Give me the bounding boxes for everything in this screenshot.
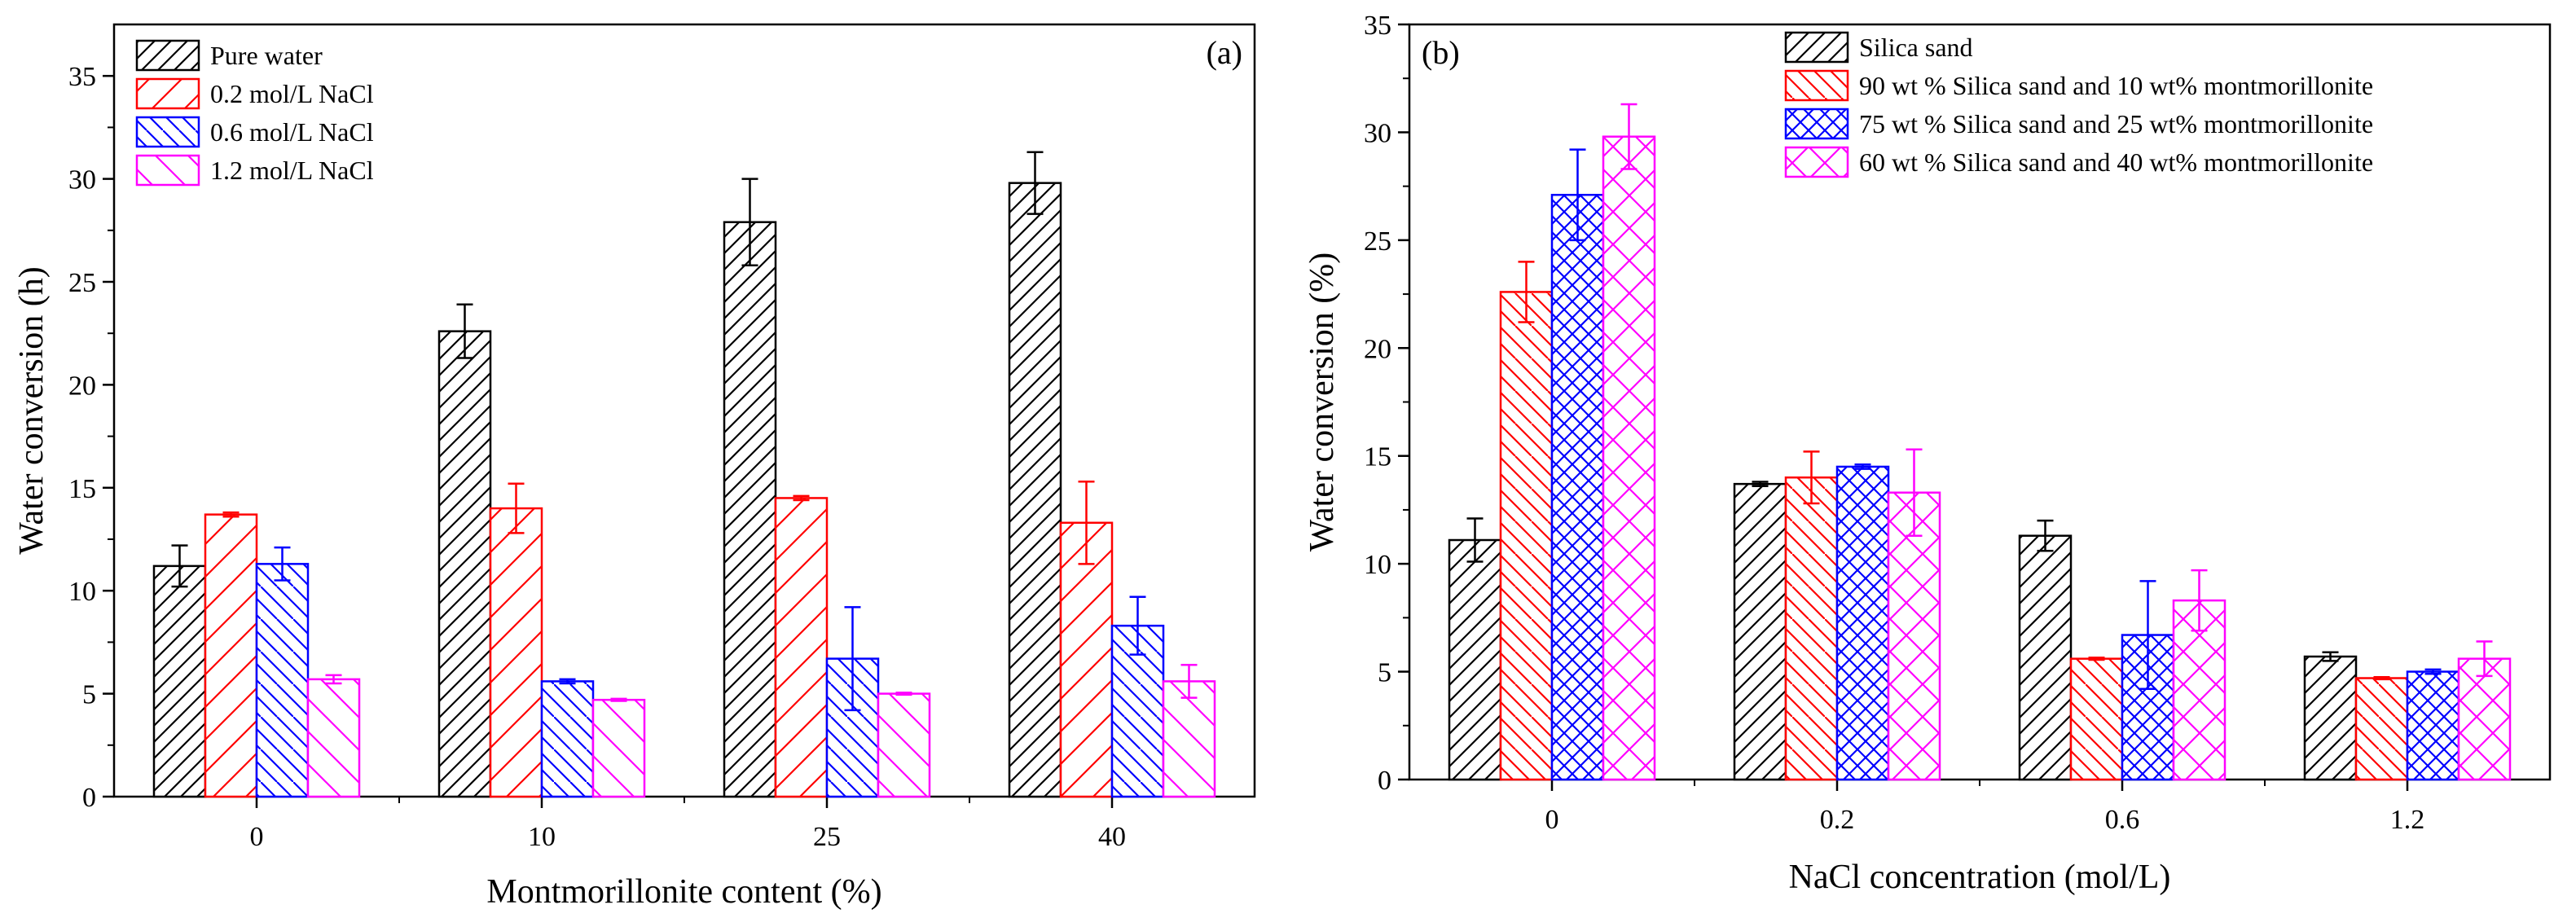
y-tick-label: 10 bbox=[1364, 550, 1391, 580]
bar bbox=[152, 564, 207, 798]
panel-a-chart: 0 5 10 15 20 25 30 35 0 10 25 40 Montmorillonite con… bbox=[13, 23, 1256, 911]
bar bbox=[204, 513, 258, 798]
bar bbox=[774, 497, 829, 798]
x-tick-label: 0 bbox=[1545, 805, 1559, 835]
panel-b-chart: 0 5 10 15 20 25 30 35 0 0.2 0.6 1.2 NaCl concentrati… bbox=[1303, 11, 2552, 896]
legend-label: 0.6 mol/L NaCl bbox=[210, 117, 374, 147]
legend-swatch bbox=[1784, 146, 1849, 178]
bar bbox=[877, 692, 931, 798]
legend-label: Pure water bbox=[210, 41, 323, 70]
y-tick-label: 30 bbox=[1364, 118, 1391, 148]
bar bbox=[1550, 193, 1605, 781]
x-axis: 0 0.2 0.6 1.2 bbox=[1545, 780, 2425, 835]
legend-swatch bbox=[135, 154, 200, 187]
series-1 bbox=[1499, 261, 2409, 781]
bar bbox=[2069, 657, 2124, 781]
legend-swatch bbox=[135, 77, 200, 110]
legend-swatch bbox=[1784, 108, 1849, 140]
y-tick-label: 5 bbox=[82, 680, 96, 710]
y-tick-label: 20 bbox=[1364, 334, 1391, 364]
legend-swatch bbox=[1784, 31, 1849, 64]
bar bbox=[1784, 476, 1839, 781]
bar bbox=[1059, 521, 1114, 798]
bar bbox=[1887, 491, 1941, 781]
bar bbox=[723, 221, 777, 798]
series-2 bbox=[1550, 148, 2460, 781]
bar bbox=[1499, 291, 1554, 781]
x-tick-label: 1.2 bbox=[2390, 805, 2425, 835]
y-tick-label: 35 bbox=[68, 62, 96, 92]
legend-label: 60 wt % Silica sand and 40 wt% montmoril… bbox=[1859, 147, 2373, 177]
panel-tag: (b) bbox=[1422, 34, 1460, 71]
bar bbox=[591, 698, 646, 798]
series-3 bbox=[1602, 103, 2512, 781]
x-tick-label: 0.6 bbox=[2105, 805, 2140, 835]
series-0 bbox=[152, 151, 1062, 798]
y-tick-label: 20 bbox=[68, 371, 96, 401]
y-tick-label: 30 bbox=[68, 165, 96, 195]
y-tick-label: 25 bbox=[68, 268, 96, 298]
legend: Silica sand 90 wt % Silica sand and 10 wt… bbox=[1784, 31, 2373, 178]
legend-label: 75 wt % Silica sand and 25 wt% montmoril… bbox=[1859, 109, 2373, 138]
legend-label: 0.2 mol/L NaCl bbox=[210, 79, 374, 108]
x-tick-label: 0 bbox=[250, 822, 264, 852]
bar bbox=[1448, 538, 1502, 781]
y-tick-label: 15 bbox=[1364, 442, 1391, 472]
y-tick-label: 0 bbox=[82, 783, 96, 813]
x-axis-title: Montmorillonite content (%) bbox=[486, 873, 881, 911]
bar bbox=[540, 680, 595, 798]
y-tick-label: 10 bbox=[68, 577, 96, 607]
legend-label: 90 wt % Silica sand and 10 wt% montmoril… bbox=[1859, 71, 2373, 100]
x-axis-title: NaCl concentration (mol/L) bbox=[1789, 859, 2171, 896]
y-axis-title: Water conversion (h) bbox=[13, 266, 51, 554]
bar bbox=[1835, 465, 1890, 781]
y-tick-label: 25 bbox=[1364, 226, 1391, 257]
panel-tag: (a) bbox=[1207, 34, 1242, 71]
bar bbox=[2354, 677, 2409, 781]
series-0 bbox=[1448, 481, 2358, 781]
series-1 bbox=[204, 480, 1114, 798]
bar bbox=[437, 330, 492, 798]
legend-swatch bbox=[1784, 69, 1849, 102]
series-3 bbox=[306, 663, 1216, 798]
x-tick-label: 10 bbox=[528, 822, 556, 852]
x-tick-label: 25 bbox=[813, 822, 841, 852]
legend-label: 1.2 mol/L NaCl bbox=[210, 156, 374, 185]
y-axis: 0 5 10 15 20 25 30 35 bbox=[68, 62, 114, 813]
bar bbox=[255, 563, 310, 798]
y-tick-label: 15 bbox=[68, 474, 96, 504]
x-tick-label: 40 bbox=[1098, 822, 1126, 852]
bar bbox=[2457, 657, 2512, 781]
series-2 bbox=[255, 546, 1165, 798]
y-axis: 0 5 10 15 20 25 30 35 bbox=[1364, 11, 1409, 796]
bar bbox=[1162, 680, 1216, 798]
bar bbox=[2406, 670, 2460, 781]
legend: Pure water 0.2 mol/L NaCl 0.6 mol/L NaCl 1.… bbox=[135, 39, 374, 187]
y-tick-label: 0 bbox=[1378, 766, 1391, 796]
legend-swatch bbox=[135, 39, 200, 72]
x-tick-label: 0.2 bbox=[1820, 805, 1855, 835]
bar bbox=[1733, 482, 1787, 781]
bar bbox=[489, 507, 543, 798]
bar bbox=[2018, 534, 2073, 781]
x-axis: 0 10 25 40 bbox=[250, 797, 1126, 852]
bar bbox=[2303, 655, 2358, 781]
legend-swatch bbox=[135, 116, 200, 148]
y-tick-label: 5 bbox=[1378, 658, 1391, 688]
bar bbox=[1008, 182, 1062, 798]
bar bbox=[306, 678, 361, 798]
bar bbox=[1602, 135, 1656, 781]
legend-label: Silica sand bbox=[1859, 33, 1973, 62]
y-axis-title: Water conversion (%) bbox=[1303, 253, 1341, 551]
y-tick-label: 35 bbox=[1364, 11, 1391, 41]
